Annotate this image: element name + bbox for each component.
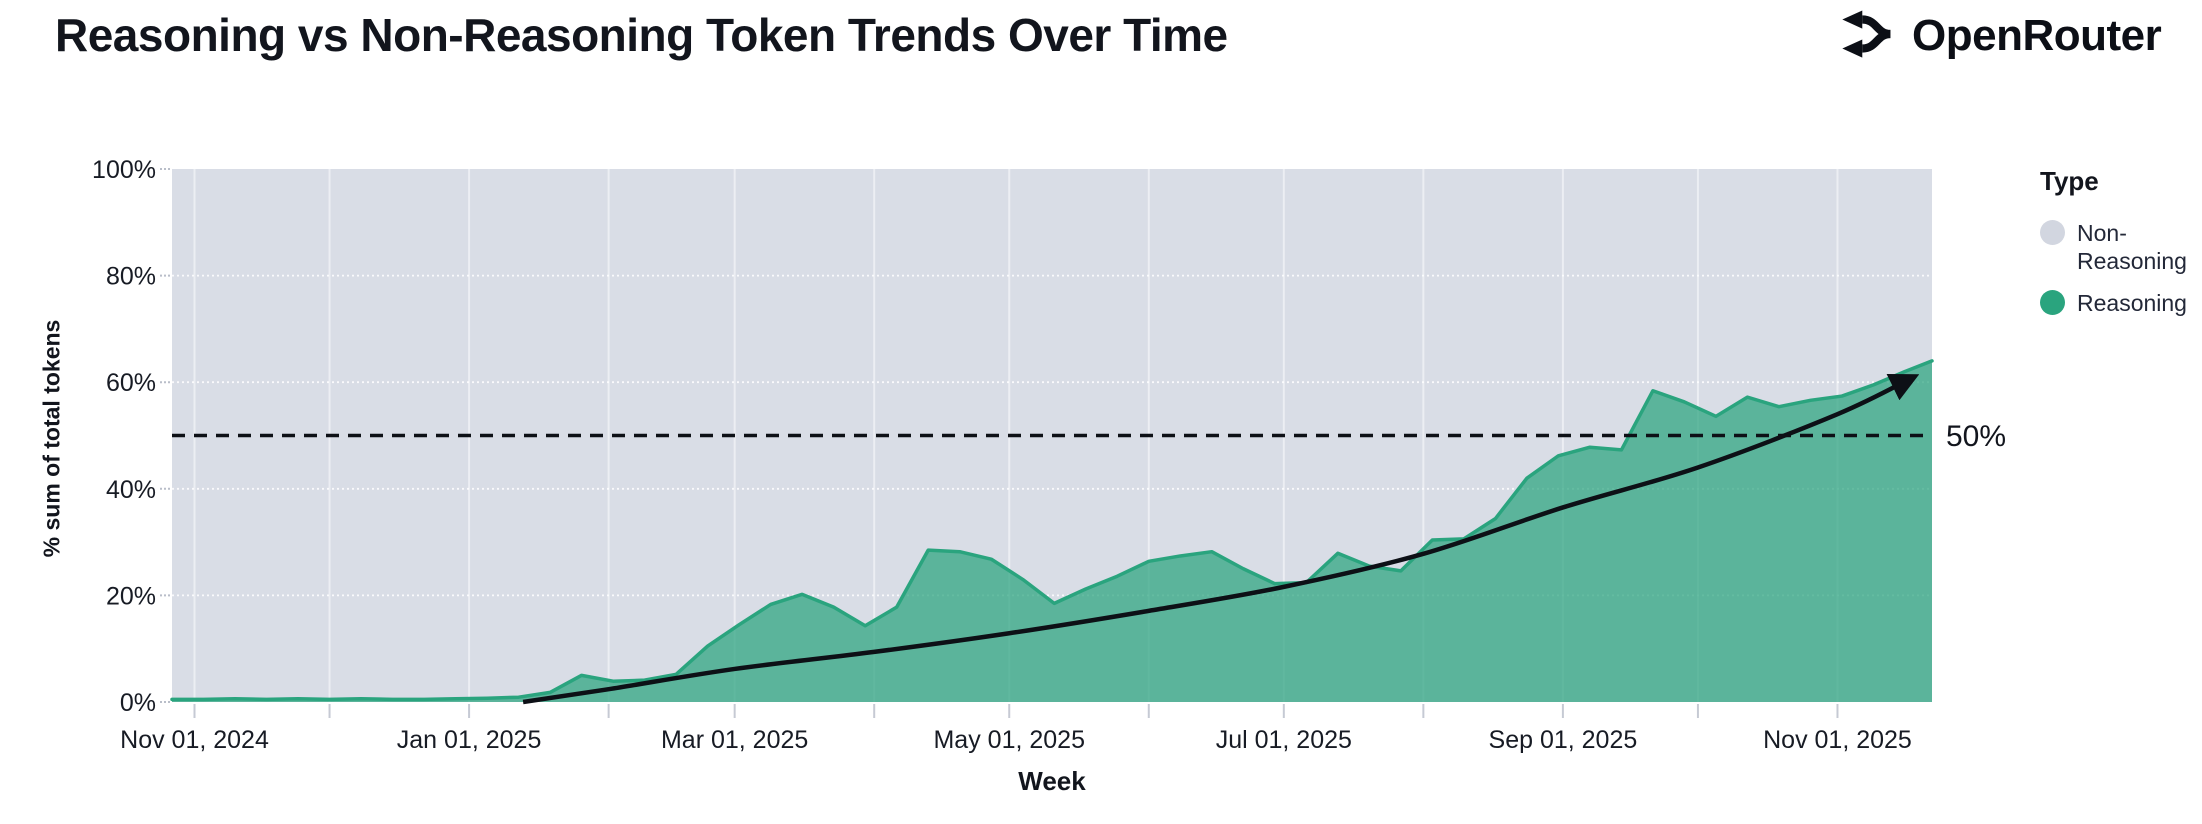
x-tick-label: Nov 01, 2025 xyxy=(1763,726,1912,754)
y-tick-label: 0% xyxy=(120,689,156,717)
x-axis-label: Week xyxy=(1018,766,1086,796)
legend-item-reasoning[interactable]: Reasoning xyxy=(2040,289,2198,317)
legend-item-label: Reasoning xyxy=(2077,290,2187,316)
legend-item-label: Non-Reasoning xyxy=(2077,220,2187,274)
brand-name: OpenRouter xyxy=(1912,11,2162,60)
x-tick-label: Mar 01, 2025 xyxy=(661,726,808,754)
legend: Type Non-Reasoning Reasoning xyxy=(2040,166,2198,331)
y-tick-label: 40% xyxy=(106,476,156,504)
x-tick-label: Sep 01, 2025 xyxy=(1489,726,1638,754)
y-tick-label: 100% xyxy=(92,156,156,184)
legend-title: Type xyxy=(2040,166,2099,196)
brand-logo[interactable]: OpenRouter xyxy=(1836,8,2162,65)
reasoning-line xyxy=(170,359,1934,702)
x-tick-label: Jan 01, 2025 xyxy=(397,726,542,754)
legend-item-non-reasoning[interactable]: Non-Reasoning xyxy=(2040,219,2198,275)
fifty-percent-annotation: 50% xyxy=(1946,420,2007,453)
trend-arrow xyxy=(522,373,1920,705)
reasoning-swatch xyxy=(2040,290,2065,315)
x-tick-label: Jul 01, 2025 xyxy=(1216,726,1352,754)
openrouter-icon xyxy=(1836,8,1894,65)
non-reasoning-swatch xyxy=(2040,220,2065,245)
reasoning-area xyxy=(172,360,1932,702)
y-axis-label: % sum of total tokens xyxy=(38,319,65,558)
x-tick-label: May 01, 2025 xyxy=(933,726,1085,754)
y-tick-label: 20% xyxy=(106,582,156,610)
y-tick-label: 60% xyxy=(106,369,156,397)
page-title: Reasoning vs Non-Reasoning Token Trends … xyxy=(55,9,1228,61)
y-tick-label: 80% xyxy=(106,263,156,291)
x-tick-label: Nov 01, 2024 xyxy=(120,726,269,754)
